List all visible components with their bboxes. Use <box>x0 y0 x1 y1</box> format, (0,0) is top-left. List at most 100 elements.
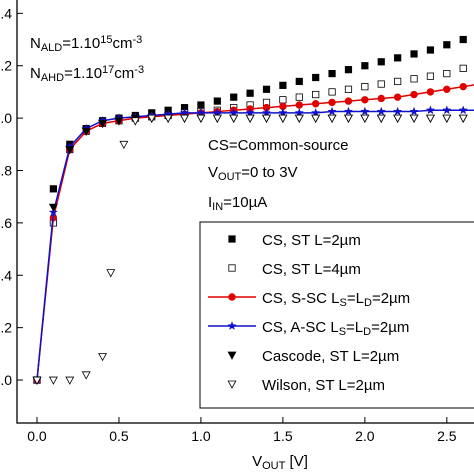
data-point <box>130 117 140 126</box>
text-part: =0 to 3V <box>241 164 297 181</box>
data-point <box>327 106 337 116</box>
data-point <box>443 85 451 93</box>
data-point <box>328 88 336 96</box>
data-point <box>459 64 467 72</box>
x-axis-label: VOUT [V] <box>252 453 308 472</box>
legend-label: Wilson, ST L=2µm <box>262 377 385 394</box>
data-point <box>229 107 239 117</box>
text-part: ALD <box>41 42 62 54</box>
data-point <box>262 85 271 93</box>
x-tick-label: 1.0 <box>191 428 211 444</box>
data-point <box>426 88 435 96</box>
data-point <box>443 41 451 49</box>
data-point <box>459 82 467 91</box>
text-part: -3 <box>134 64 144 76</box>
text-part: =2µm <box>372 290 410 307</box>
data-point <box>279 96 287 104</box>
text-part: =L <box>347 290 364 307</box>
data-point <box>310 107 321 117</box>
text-part: D <box>364 297 372 309</box>
data-point <box>229 114 239 123</box>
data-point <box>426 46 435 54</box>
x-tick-label: 0.0 <box>27 428 47 444</box>
data-point <box>377 80 385 88</box>
text-part: cm <box>112 35 132 52</box>
y-tick-label: 0.8 <box>0 162 12 178</box>
data-point <box>409 106 419 116</box>
data-point <box>197 101 205 109</box>
data-point <box>360 106 370 116</box>
data-point <box>377 58 385 66</box>
data-point <box>344 66 353 74</box>
data-point <box>245 107 255 117</box>
text-part: S <box>339 326 346 338</box>
data-point <box>361 96 369 104</box>
data-point <box>98 353 108 362</box>
data-point <box>442 105 452 115</box>
legend-marker <box>227 321 237 331</box>
data-point <box>295 77 303 86</box>
data-point <box>261 107 272 117</box>
series-line <box>36 109 474 381</box>
data-point <box>278 114 288 123</box>
data-point <box>425 105 436 115</box>
text-part: CS, ST L=2µm <box>262 232 361 249</box>
data-point <box>312 73 320 82</box>
x-tick-label: 2.0 <box>355 428 375 444</box>
text-part: Cascode, ST L=2µm <box>262 348 399 365</box>
annotation: NAHD=1.1017cm-3 <box>30 64 144 84</box>
data-point <box>442 114 452 123</box>
legend-label: Cascode, ST L=2µm <box>262 348 399 365</box>
text-part: Wilson, ST L=2µm <box>262 377 385 394</box>
annotation: NALD=1.1015cm-3 <box>30 34 142 54</box>
data-point <box>343 106 354 116</box>
data-point <box>196 107 206 117</box>
text-part: -3 <box>132 34 142 46</box>
data-point <box>32 376 42 385</box>
text-part: AHD <box>41 72 64 84</box>
data-point <box>377 94 385 103</box>
data-point <box>180 114 190 123</box>
text-part: OUT <box>262 460 286 472</box>
legend-label: CS, ST L=2µm <box>262 232 361 249</box>
data-point <box>410 50 418 58</box>
x-tick-label: 0.5 <box>109 428 129 444</box>
data-point <box>114 117 124 126</box>
data-point <box>295 93 303 101</box>
series-line <box>36 84 474 381</box>
data-point <box>459 35 467 44</box>
data-point <box>48 376 58 385</box>
text-part: 17 <box>102 64 114 76</box>
text-part: N <box>30 65 41 82</box>
data-point <box>312 90 320 99</box>
legend-marker <box>228 235 236 243</box>
data-point <box>328 98 336 107</box>
text-part: CS=Common-source <box>208 137 348 154</box>
data-point <box>262 114 271 123</box>
data-point <box>311 114 321 123</box>
text-part: S <box>340 297 347 309</box>
y-tick-label: 1.4 <box>0 5 12 21</box>
data-point <box>65 376 75 385</box>
legend-label: CS, S-SC LS=LD=2µm <box>262 290 410 309</box>
text-part: =1.10 <box>64 65 102 82</box>
legend-marker <box>228 293 236 301</box>
data-point <box>409 114 419 123</box>
data-point <box>119 140 129 150</box>
data-point <box>48 207 59 217</box>
data-point <box>65 146 75 155</box>
data-point <box>81 371 91 380</box>
text-part: V <box>252 453 262 470</box>
legend-label: CS, ST L=4µm <box>262 261 361 278</box>
data-point <box>212 114 222 123</box>
data-point <box>458 114 468 123</box>
data-point <box>344 97 353 105</box>
annotation: CS=Common-source <box>208 137 348 154</box>
text-part: IN <box>212 201 223 213</box>
annotation: IIN=10µA <box>208 194 267 213</box>
data-point <box>360 114 370 123</box>
data-point <box>98 119 108 129</box>
x-tick-label: 2.5 <box>437 428 457 444</box>
data-point <box>343 114 353 123</box>
y-tick-label: 0.6 <box>0 215 12 231</box>
